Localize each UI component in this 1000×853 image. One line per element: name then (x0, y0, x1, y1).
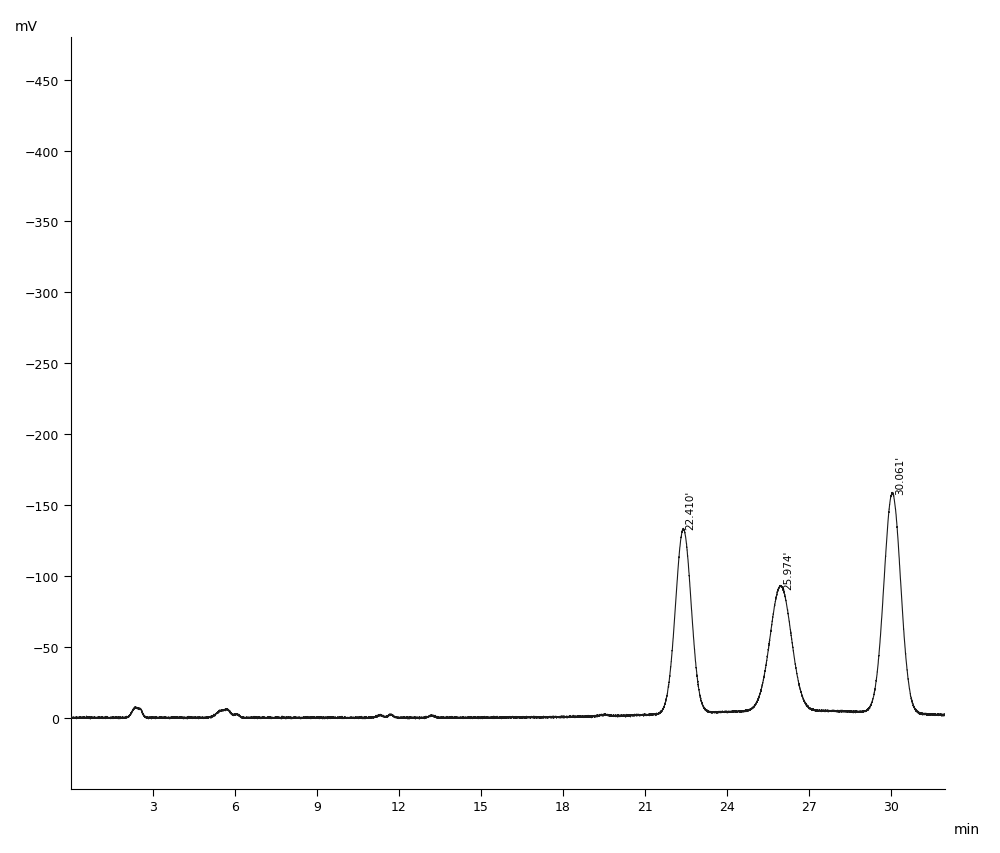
Text: 22.410': 22.410' (685, 490, 695, 530)
Text: mV: mV (14, 20, 37, 34)
Text: 25.974': 25.974' (783, 549, 793, 589)
Text: 30.061': 30.061' (895, 455, 905, 494)
Text: min: min (954, 822, 980, 837)
